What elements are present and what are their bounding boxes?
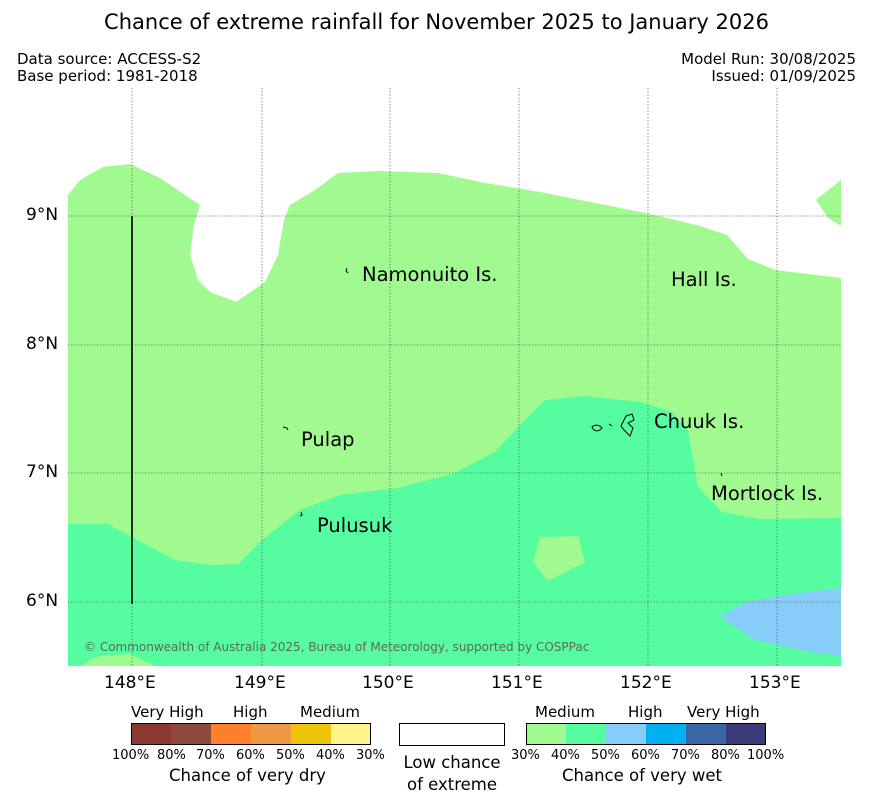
wet-pct-60: 60% — [631, 748, 660, 763]
base-period-label: Base period: 1981-2018 — [17, 67, 198, 85]
chuuk-island-outline-2 — [608, 423, 613, 427]
wet-high-50-60-region — [720, 588, 841, 656]
dry-swatch-100-80 — [131, 723, 171, 745]
dry-header-medium: Medium — [300, 703, 360, 721]
wet-swatch-50-60 — [606, 723, 646, 745]
wet-pct-100: 100% — [747, 748, 785, 763]
wet-swatch-30-40 — [526, 723, 566, 745]
wet-pct-30: 30% — [511, 748, 540, 763]
low-chance-line2: of extreme — [406, 775, 498, 794]
wet-medium-30-40-region-ne — [816, 180, 841, 226]
wet-swatch-80-100 — [726, 723, 766, 745]
pulusuk-island-outline — [299, 511, 303, 517]
place-label-pulusuk: Pulusuk — [317, 514, 393, 537]
wet-pct-70: 70% — [671, 748, 700, 763]
low-chance-line1: Low chance — [403, 753, 501, 772]
dry-swatch-50-40 — [291, 723, 331, 745]
y-tick-7n: 7°N — [26, 462, 59, 482]
pulap-island-outline — [282, 426, 289, 431]
low-chance-swatch — [399, 723, 505, 746]
x-tick-152: 152°E — [620, 673, 672, 693]
wet-pct-80: 80% — [711, 748, 740, 763]
chuuk-reef-outline — [620, 413, 635, 437]
copyright-notice: © Commonwealth of Australia 2025, Bureau… — [84, 640, 590, 654]
wet-medium-30-40-patch-sw — [80, 654, 155, 666]
low-chance-label: Low chance of extreme — [399, 752, 505, 796]
chuuk-island-outline-1 — [591, 424, 603, 432]
wet-swatch-40-50 — [566, 723, 606, 745]
dry-pct-100: 100% — [112, 748, 150, 763]
dry-legend-title: Chance of very dry — [169, 766, 326, 785]
namonuito-island-outline — [345, 267, 349, 274]
wet-colorbar-frame — [526, 723, 766, 745]
wet-header-high: High — [628, 703, 663, 721]
issued-label: Issued: 01/09/2025 — [711, 67, 856, 85]
wet-medium-30-40-patch — [533, 536, 585, 581]
x-tick-150: 150°E — [362, 673, 414, 693]
dry-swatch-60-50 — [251, 723, 291, 745]
y-tick-9n: 9°N — [26, 205, 59, 225]
place-label-namonuito: Namonuito Is. — [362, 263, 498, 286]
dry-swatch-40-30 — [331, 723, 371, 745]
place-label-hall: Hall Is. — [671, 268, 737, 291]
place-label-mortlock: Mortlock Is. — [711, 482, 824, 505]
y-tick-8n: 8°N — [26, 334, 59, 354]
map-title: Chance of extreme rainfall for November … — [104, 10, 769, 34]
wet-pct-40: 40% — [551, 748, 580, 763]
dry-pct-60: 60% — [236, 748, 265, 763]
wet-pct-50: 50% — [591, 748, 620, 763]
model-run-label: Model Run: 30/08/2025 — [681, 50, 856, 68]
x-tick-149: 149°E — [234, 673, 286, 693]
dry-swatch-70-60 — [211, 723, 251, 745]
dry-header-very-high: Very High — [131, 703, 204, 721]
dry-header-high: High — [233, 703, 268, 721]
dry-pct-80: 80% — [157, 748, 186, 763]
wet-header-medium: Medium — [535, 703, 595, 721]
dry-colorbar-frame — [131, 723, 371, 745]
island-outlines — [282, 267, 723, 517]
x-tick-153: 153°E — [749, 673, 801, 693]
dry-pct-70: 70% — [196, 748, 225, 763]
dry-pct-50: 50% — [276, 748, 305, 763]
wet-swatch-60-70 — [646, 723, 686, 745]
mortlock-island-outline — [720, 472, 723, 477]
dry-pct-30: 30% — [356, 748, 385, 763]
wet-swatch-70-80 — [686, 723, 726, 745]
y-tick-6n: 6°N — [26, 591, 59, 611]
x-tick-148: 148°E — [104, 673, 156, 693]
place-label-chuuk: Chuuk Is. — [654, 410, 745, 433]
x-tick-151: 151°E — [491, 673, 543, 693]
dry-pct-40: 40% — [316, 748, 345, 763]
place-label-pulap: Pulap — [301, 428, 355, 451]
dry-swatch-80-70 — [171, 723, 211, 745]
wet-header-very-high: Very High — [687, 703, 760, 721]
data-source-label: Data source: ACCESS-S2 — [17, 50, 202, 68]
wet-legend-title: Chance of very wet — [562, 766, 722, 785]
